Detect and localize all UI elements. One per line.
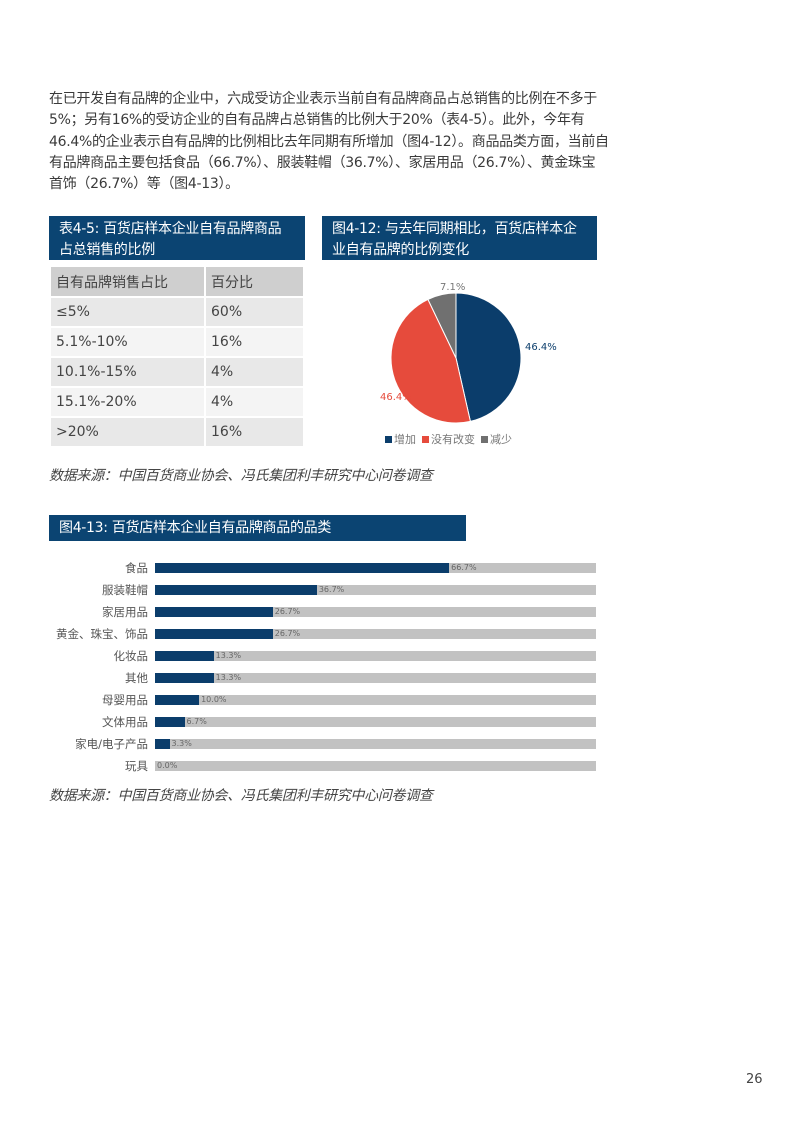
- table-row: 10.1%-15% 4%: [51, 358, 303, 386]
- bar: [155, 629, 273, 639]
- bar-value-label: 36.7%: [318, 585, 345, 594]
- private-label-share-table: 自有品牌销售占比 百分比 ≤5% 60% 5.1%-10% 16% 10.1%-15%…: [49, 265, 305, 448]
- pie-data-label: 46.4%: [525, 342, 557, 353]
- source-note: 数据来源：中国百货商业协会、冯氏集团利丰研究中心问卷调查: [49, 468, 433, 484]
- bar: [155, 739, 170, 749]
- bar-chart: 食品 66.7% 服装鞋帽 36.7% 家居用品 26.7% 黄金、珠宝、饰品 26.…: [40, 558, 600, 778]
- table-cell: >20%: [51, 418, 204, 446]
- table-cell: 60%: [206, 298, 303, 326]
- bar-track: 66.7%: [155, 563, 596, 573]
- table-caption: 表4-5: 百货店样本企业自有品牌商品占总销售的比例: [49, 216, 305, 260]
- bar-category-label: 母婴用品: [102, 693, 148, 707]
- bar-category-label: 文体用品: [102, 715, 148, 729]
- bar-row: 黄金、珠宝、饰品 26.7%: [40, 624, 600, 646]
- bar-category-label: 服装鞋帽: [102, 583, 148, 597]
- bar-row: 文体用品 6.7%: [40, 712, 600, 734]
- bar-category-label: 家电/电子产品: [75, 737, 148, 751]
- bar-row: 服装鞋帽 36.7%: [40, 580, 600, 602]
- bar-track: 0.0%: [155, 761, 596, 771]
- bar-value-label: 66.7%: [451, 563, 477, 572]
- bar-value-label: 13.3%: [215, 651, 242, 660]
- bar-track: 6.7%: [155, 717, 596, 727]
- bar-track: 36.7%: [155, 585, 596, 595]
- bar-track: 26.7%: [155, 629, 596, 639]
- table-cell: 10.1%-15%: [51, 358, 204, 386]
- bar-value-label: 10.0%: [201, 695, 227, 704]
- intro-paragraph: 在已开发自有品牌的企业中，六成受访企业表示当前自有品牌商品占总销售的比例在不多于…: [49, 91, 609, 193]
- bar-row: 家电/电子产品 3.3%: [40, 734, 600, 756]
- bar-track: 13.3%: [155, 673, 596, 683]
- table-row: 5.1%-10% 16%: [51, 328, 303, 356]
- bar-track: 26.7%: [155, 607, 596, 617]
- table-header: 自有品牌销售占比: [51, 267, 204, 296]
- bar-category-label: 化妆品: [113, 649, 149, 663]
- table-row: 15.1%-20% 4%: [51, 388, 303, 416]
- pie-slice-2: [427, 292, 457, 359]
- pie-caption: 图4-12: 与去年同期相比，百货店样本企业自有品牌的比例变化: [322, 216, 597, 260]
- source-note: 数据来源：中国百货商业协会、冯氏集团利丰研究中心问卷调查: [49, 788, 433, 804]
- table-cell: 16%: [206, 418, 303, 446]
- table-cell: 15.1%-20%: [51, 388, 204, 416]
- pie-legend: 增加 没有改变 减少: [385, 431, 512, 447]
- bar: [155, 585, 317, 595]
- bar-row: 食品 66.7%: [40, 558, 600, 580]
- bar-category-label: 黄金、珠宝、饰品: [56, 627, 148, 641]
- legend-item: 增加: [385, 431, 416, 447]
- pie-data-label: 46.4%: [380, 392, 412, 403]
- legend-item: 减少: [481, 431, 512, 447]
- table-cell: 4%: [206, 388, 303, 416]
- bar-row: 化妆品 13.3%: [40, 646, 600, 668]
- pie-slice-1: [390, 298, 471, 424]
- page-number: 26: [746, 1072, 763, 1087]
- bar-row: 母婴用品 10.0%: [40, 690, 600, 712]
- bar: [155, 717, 185, 727]
- bar-track: 10.0%: [155, 695, 596, 705]
- bar-track: 13.3%: [155, 651, 596, 661]
- bar-value-label: 0.0%: [157, 761, 178, 770]
- bar-value-label: 26.7%: [274, 629, 301, 638]
- table-header: 百分比: [206, 267, 303, 296]
- pie-chart: 46.4% 46.4% 7.1%: [380, 282, 557, 424]
- bar-category-label: 其他: [125, 671, 148, 685]
- table-row: >20% 16%: [51, 418, 303, 446]
- bar: [155, 673, 214, 683]
- bar-caption: 图4-13: 百货店样本企业自有品牌商品的品类: [49, 515, 466, 541]
- bar-category-label: 玩具: [125, 759, 148, 773]
- bar-category-label: 家居用品: [102, 605, 148, 619]
- table-row: ≤5% 60%: [51, 298, 303, 326]
- bar-value-label: 3.3%: [171, 739, 192, 748]
- table-cell: 16%: [206, 328, 303, 356]
- bar: [155, 695, 200, 705]
- bar-row: 其他 13.3%: [40, 668, 600, 690]
- bar: [155, 651, 214, 661]
- pie-slice-0: [455, 292, 522, 422]
- bar-category-label: 食品: [125, 561, 148, 575]
- legend-item: 没有改变: [422, 431, 475, 447]
- table-cell: 5.1%-10%: [51, 328, 204, 356]
- bar-row: 玩具 0.0%: [40, 756, 600, 778]
- table-cell: 4%: [206, 358, 303, 386]
- bar-value-label: 6.7%: [186, 717, 207, 726]
- bar: [155, 563, 450, 573]
- bar-track: 3.3%: [155, 739, 596, 749]
- bar-value-label: 13.3%: [215, 673, 242, 682]
- pie-data-label: 7.1%: [440, 282, 465, 293]
- bar-value-label: 26.7%: [274, 607, 301, 616]
- table-cell: ≤5%: [51, 298, 204, 326]
- bar: [155, 607, 273, 617]
- bar-row: 家居用品 26.7%: [40, 602, 600, 624]
